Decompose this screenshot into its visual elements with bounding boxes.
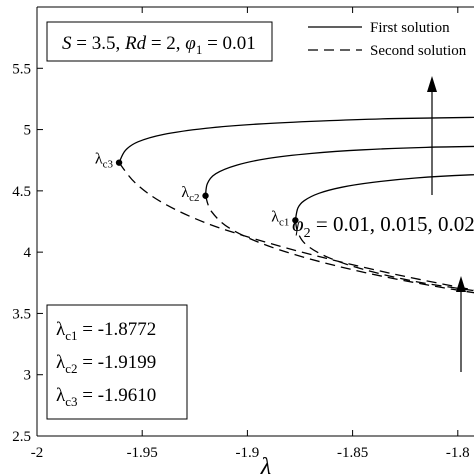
first-solution-curve xyxy=(294,174,474,221)
x-tick-label: -1.8 xyxy=(446,445,470,461)
critical-point xyxy=(115,159,123,166)
first-solution-curve xyxy=(204,145,474,196)
ticks: -2 -1.95 -1.9 -1.85 -1.8 2.5 3 3.5 4 4.5 5 5.5 xyxy=(12,7,470,461)
arrow-head-up-icon xyxy=(427,76,437,92)
critical-values-frame xyxy=(46,304,188,420)
params-phi1-val: = 0.01 xyxy=(202,33,255,54)
arrow-up-second xyxy=(456,276,466,372)
first-solution-curve xyxy=(118,116,474,163)
x-tick-label: -1.95 xyxy=(127,445,158,461)
x-tick-label: -1.85 xyxy=(337,445,368,461)
critical-value-line: λc2 = -1.9199 xyxy=(56,352,156,376)
second-solution-curve xyxy=(204,195,474,294)
params-box: S = 3.5, Rd = 2, φ1 = 0.01 xyxy=(46,21,273,62)
critical-point-label: λc1 xyxy=(271,208,289,228)
y-tick-label: 5 xyxy=(24,123,32,139)
y-tick-label: 4 xyxy=(24,245,32,261)
phi2-annotation: φ2 = 0.01, 0.015, 0.02 xyxy=(292,212,474,241)
critical-point-label: λc2 xyxy=(181,184,199,204)
y-tick-label: 2.5 xyxy=(12,429,31,445)
params-s-rest: = 3.5, xyxy=(72,33,125,54)
x-axis-label: λ xyxy=(260,454,271,474)
legend: First solution Second solution xyxy=(308,20,467,59)
y-tick-label: 3.5 xyxy=(12,306,31,322)
second-solution-curve xyxy=(294,220,474,292)
critical-value-line: λc1 = -1.8772 xyxy=(56,319,156,343)
arrow-head-up-icon xyxy=(456,276,466,292)
arrow-up-first xyxy=(427,76,437,195)
y-tick-label: 3 xyxy=(24,368,32,384)
params-box-frame xyxy=(46,21,273,62)
markers-layer: λc1 λc2 λc3 xyxy=(95,151,299,228)
critical-values-box: λc1 = -1.8772 λc2 = -1.9199 λc3 = -1.9610 xyxy=(46,304,188,420)
critical-value-line: λc3 = -1.9610 xyxy=(56,385,156,409)
critical-point xyxy=(202,192,209,199)
y-tick-label: 4.5 xyxy=(12,184,31,200)
critical-point xyxy=(292,217,299,224)
y-tick-label: 5.5 xyxy=(12,61,31,77)
series-layer xyxy=(118,116,474,294)
x-tick-label: -2 xyxy=(31,445,44,461)
critical-point-label: λc3 xyxy=(95,151,114,171)
params-phi1-sub: 1 xyxy=(196,42,203,57)
params-box-text: S = 3.5, Rd = 2, φ1 = 0.01 xyxy=(62,33,256,57)
legend-label-second: Second solution xyxy=(370,43,467,59)
legend-label-first: First solution xyxy=(370,20,450,36)
params-phi1: φ xyxy=(185,33,196,54)
x-tick-label: -1.9 xyxy=(236,445,260,461)
